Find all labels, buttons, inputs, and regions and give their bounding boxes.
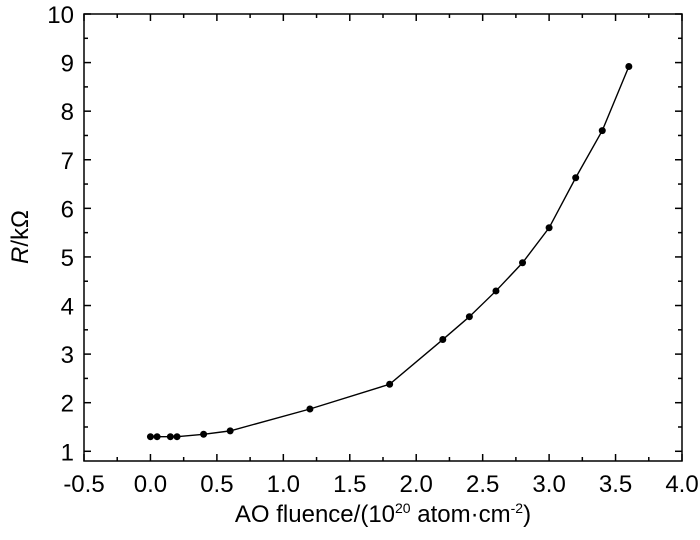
y-tick-label: 10	[47, 2, 74, 29]
y-tick-label: 7	[61, 148, 74, 175]
y-tick-label: 2	[61, 391, 74, 418]
x-tick-label: 3.5	[599, 471, 632, 498]
data-point	[625, 62, 633, 70]
x-tick-label: 2.0	[400, 471, 433, 498]
y-axis-ticks: 1 2 3 4 5 6 7 8 9 10	[47, 2, 682, 466]
data-point	[439, 336, 447, 344]
x-tick-label: 1.5	[333, 471, 366, 498]
data-point	[598, 127, 606, 135]
x-axis-title: AO fluence/(1020 atom·cm-2)	[235, 500, 531, 528]
x-axis-ticks: -0.5 0.0 0.5 1.0 1.5 2.0 2.5 3.0 3.5 4.0	[63, 14, 699, 498]
data-point	[226, 427, 234, 435]
data-point	[166, 433, 174, 441]
data-point	[572, 174, 580, 182]
data-point	[545, 224, 553, 232]
x-tick-label: 2.5	[466, 471, 499, 498]
data-point	[465, 313, 473, 321]
data-point	[519, 259, 527, 267]
plot-frame	[83, 13, 683, 462]
data-point	[200, 430, 208, 438]
x-tick-label: 0.5	[200, 471, 233, 498]
y-tick-label: 6	[61, 196, 74, 223]
x-tick-label: -0.5	[63, 471, 104, 498]
x-tick-label: 4.0	[665, 471, 698, 498]
data-point	[153, 433, 161, 441]
y-tick-label: 3	[61, 342, 74, 369]
y-axis-title: R/kΩ	[7, 210, 34, 264]
y-tick-label: 9	[61, 51, 74, 78]
data-point	[492, 287, 500, 295]
x-tick-label: 3.0	[532, 471, 565, 498]
y-tick-label: 8	[61, 99, 74, 126]
y-tick-label: 1	[61, 439, 74, 466]
x-tick-label: 0.0	[134, 471, 167, 498]
series-layer	[146, 62, 633, 441]
y-tick-label: 4	[61, 294, 74, 321]
data-point	[173, 433, 181, 441]
y-tick-label: 5	[61, 245, 74, 272]
data-point	[306, 405, 314, 413]
x-tick-label: 1.0	[267, 471, 300, 498]
data-point	[146, 433, 154, 441]
data-point	[386, 380, 394, 388]
